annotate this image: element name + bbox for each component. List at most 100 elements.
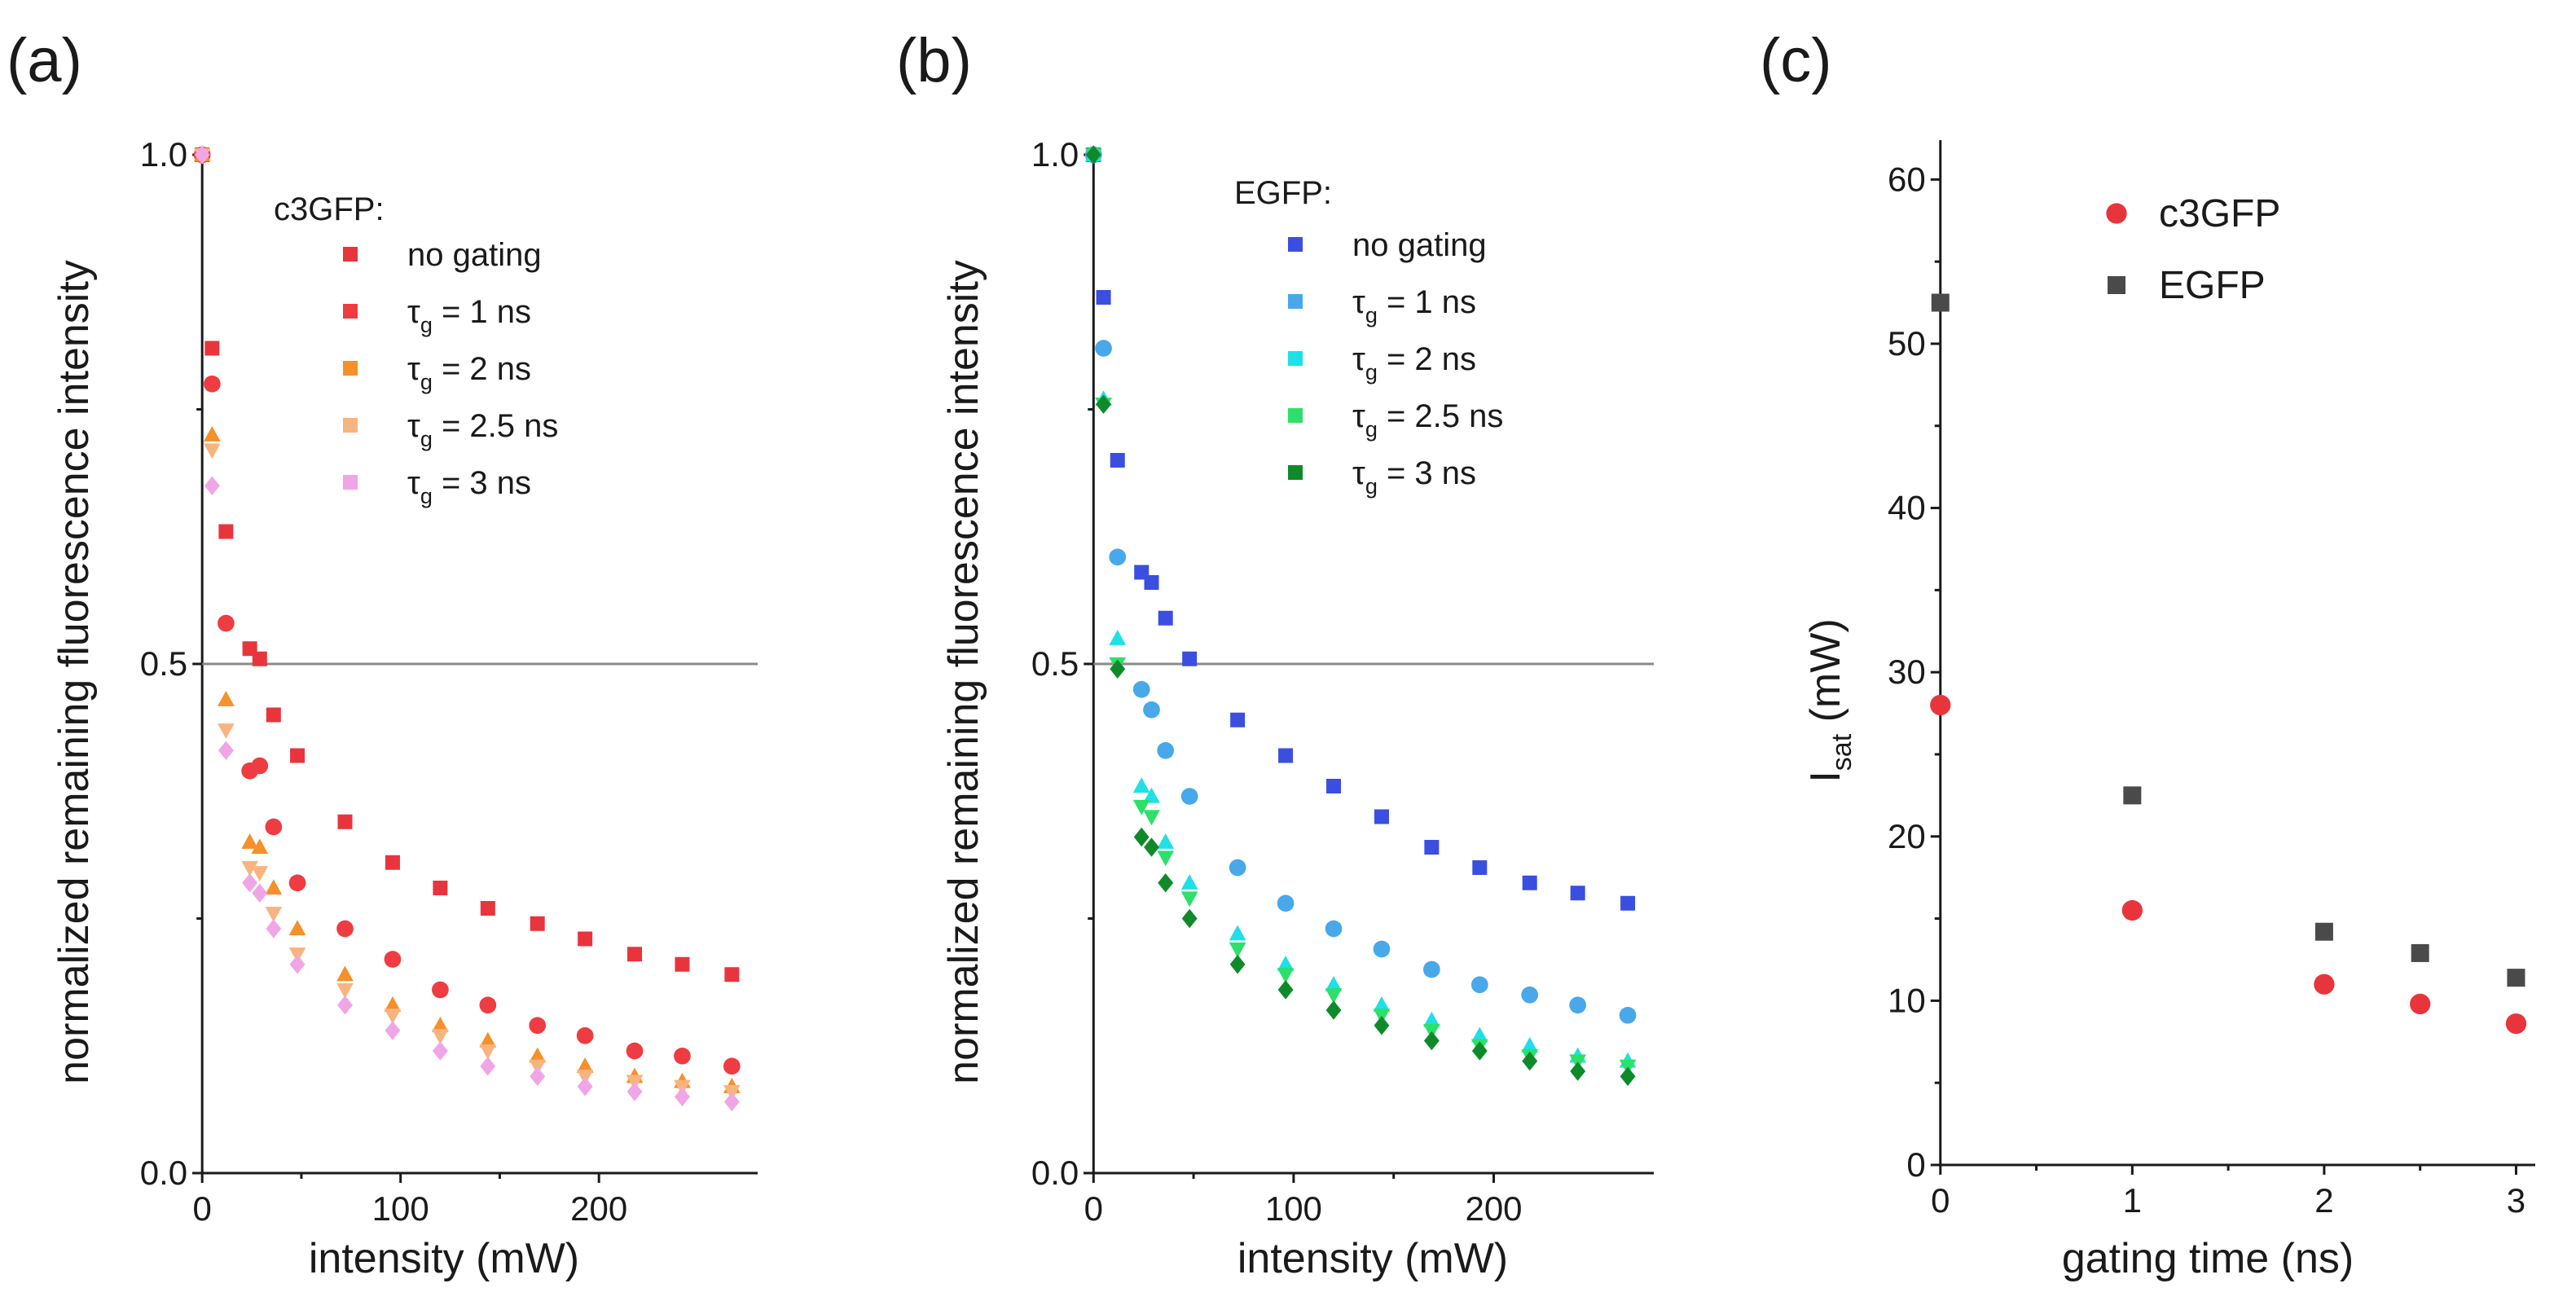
legend-entry-main: τ: [407, 294, 420, 330]
data-point-a: [674, 1047, 691, 1065]
y-axis-title-c-sub: sat: [1826, 733, 1857, 771]
data-point-b: [1325, 920, 1343, 938]
legend-entry-c: c3GFP: [2159, 192, 2280, 235]
data-point-b: [1157, 850, 1175, 867]
data-point-b: [1085, 145, 1101, 165]
data-point-a: [241, 860, 258, 877]
legend-entry-a: τg = 3 ns: [407, 465, 531, 508]
legend-entry-main: τ: [407, 351, 420, 387]
panel-label-a: (a): [7, 26, 82, 95]
x-tick-label-c: 3: [2507, 1181, 2525, 1220]
legend-entry-b: τg = 2 ns: [1352, 341, 1476, 385]
data-point-b: [1521, 986, 1539, 1004]
series-c-0: [1930, 694, 2527, 1035]
data-point-b: [1158, 873, 1174, 893]
data-point-b: [1158, 610, 1173, 626]
series-b-0: [1086, 147, 1636, 911]
legend-marker-b: [1288, 294, 1303, 309]
data-point-a: [252, 651, 267, 666]
y-tick-label-a: 0.5: [140, 644, 187, 683]
data-point-a: [724, 967, 740, 982]
data-point-b: [1132, 680, 1150, 698]
legend-entry-main: τ: [1352, 398, 1365, 434]
series-b-4: [1085, 145, 1636, 1086]
data-point-b: [1229, 942, 1246, 958]
y-tick-label-b: 0.0: [1031, 1154, 1079, 1192]
series-a-3: [193, 147, 741, 1101]
data-point-b: [1157, 741, 1175, 759]
data-point-b: [1096, 394, 1112, 414]
data-point-b: [1110, 453, 1125, 468]
data-point-b: [1110, 659, 1126, 679]
data-point-b: [1182, 651, 1198, 666]
data-point-b: [1230, 712, 1246, 727]
data-point-a: [265, 879, 283, 895]
legend-entry-sub: g: [420, 370, 433, 394]
data-point-c: [2314, 922, 2333, 941]
legend-entry-sub: g: [1365, 474, 1378, 499]
data-point-b: [1471, 1041, 1488, 1061]
legend-entry-sub: g: [420, 484, 433, 508]
plot-area-b: [1084, 145, 1637, 1086]
data-point-c: [2121, 899, 2143, 921]
data-point-a: [194, 145, 210, 165]
data-point-a: [530, 1066, 546, 1086]
data-point-b: [1423, 960, 1440, 978]
legend-entry-rest: = 3 ns: [433, 465, 531, 501]
data-point-b: [1132, 777, 1150, 793]
data-point-a: [480, 1057, 496, 1076]
legend-marker-c: [2106, 203, 2127, 224]
data-point-b: [1374, 809, 1389, 824]
legend-entry-main: no gating: [1352, 227, 1487, 263]
data-point-b: [1278, 748, 1294, 763]
data-point-a: [251, 838, 269, 855]
panel-c: (c) Isat (mW) gating time (ns) 010203040…: [1760, 26, 2535, 1282]
series-a-2: [193, 146, 741, 1093]
legend-entry-a: τg = 2.5 ns: [407, 408, 558, 451]
y-axis-title-b: normalized remaining fluorescence intens…: [940, 260, 987, 1084]
x-tick-label-a: 0: [192, 1189, 211, 1228]
panel-label-b: (b): [896, 26, 972, 95]
data-point-a: [204, 425, 221, 442]
data-point-a: [290, 748, 306, 763]
legend-entry-sub: g: [1365, 417, 1378, 442]
legend-marker-a: [343, 361, 358, 376]
data-point-b: [1522, 1051, 1538, 1071]
legend-entry-rest: = 2 ns: [1378, 341, 1476, 377]
data-point-a: [576, 1057, 594, 1073]
data-point-b: [1470, 976, 1488, 994]
data-point-b: [1569, 996, 1587, 1014]
y-tick-label-c: 40: [1888, 489, 1926, 527]
data-point-a: [218, 723, 235, 740]
y-tick-label-b: 0.5: [1031, 644, 1079, 683]
data-point-c: [2507, 969, 2525, 987]
data-point-a: [336, 920, 354, 938]
data-point-a: [433, 881, 448, 895]
legend-entry-main: τ: [407, 465, 420, 501]
data-point-b: [1109, 629, 1127, 645]
data-point-b: [1373, 996, 1391, 1012]
legend-title-a: c3GFP:: [274, 191, 385, 227]
data-point-b: [1143, 787, 1160, 803]
y-tick-label-a: 0.0: [140, 1154, 187, 1192]
legend-entry-rest: = 1 ns: [433, 294, 531, 330]
data-point-c: [2410, 993, 2431, 1015]
data-point-b: [1423, 1011, 1440, 1027]
x-tick-label-a: 100: [372, 1189, 429, 1228]
legend-entry-sub: g: [420, 427, 433, 451]
y-tick-label-a: 1.0: [140, 135, 187, 174]
x-axis-title-c: gating time (ns): [2062, 1235, 2354, 1282]
legend-marker-c: [2108, 276, 2125, 294]
legend-entry-c: EGFP: [2159, 264, 2266, 307]
data-point-b: [1325, 1000, 1342, 1020]
data-point-b: [1144, 575, 1159, 590]
data-point-b: [1620, 895, 1636, 911]
x-tick-label-b: 100: [1265, 1189, 1322, 1228]
data-point-b: [1423, 1031, 1440, 1051]
y-axis-title-c: Isat (mW): [1802, 618, 1857, 782]
data-point-a: [432, 1029, 449, 1045]
plot-area-c: [1930, 293, 2527, 1035]
data-point-c: [2123, 786, 2142, 805]
data-point-a: [578, 931, 593, 947]
